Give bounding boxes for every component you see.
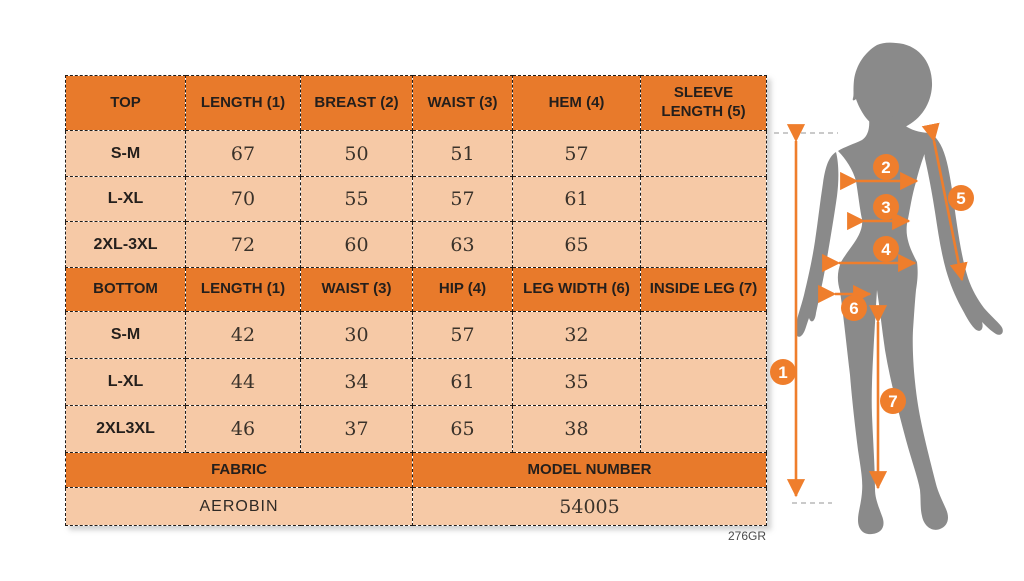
woman-silhouette <box>795 42 1003 535</box>
header-cell-waist: WAIST (3) <box>412 75 513 131</box>
bottom-header-row: BOTTOM LENGTH (1) WAIST (3) HIP (4) LEG … <box>65 267 767 312</box>
top-header-row: TOP LENGTH (1) BREAST (2) WAIST (3) HEM … <box>65 75 767 131</box>
marker-number: 4 <box>881 240 891 259</box>
woman-silhouette-diagram: 1 2 3 4 5 6 7 <box>770 42 1003 535</box>
header-cell-inside-leg: INSIDE LEG (7) <box>640 267 767 312</box>
marker-badge-5: 5 <box>948 185 974 211</box>
marker-number: 2 <box>881 158 890 177</box>
value-cell: 63 <box>412 221 513 268</box>
value-cell-empty <box>640 405 767 453</box>
value-cell: 42 <box>185 311 301 359</box>
sleeve-measure-arrow-5 <box>921 122 968 282</box>
header-cell-top: TOP <box>65 75 186 131</box>
value-cell: 38 <box>512 405 641 453</box>
fabric-value-cell: AEROBIN <box>65 487 413 526</box>
size-cell: 2XL-3XL <box>65 221 186 268</box>
size-guide-figure: 1 2 3 4 5 6 7 <box>770 0 1024 576</box>
value-cell: 32 <box>512 311 641 359</box>
value-cell: 34 <box>300 358 413 406</box>
marker-badge-2: 2 <box>873 154 899 180</box>
header-cell-waist: WAIST (3) <box>300 267 413 312</box>
value-cell: 51 <box>412 130 513 177</box>
header-cell-length: LENGTH (1) <box>185 75 301 131</box>
marker-number: 5 <box>956 189 965 208</box>
value-cell: 70 <box>185 176 301 222</box>
size-chart: TOP LENGTH (1) BREAST (2) WAIST (3) HEM … <box>65 75 767 526</box>
size-cell: S-M <box>65 311 186 359</box>
style-code-footnote: 276GR <box>727 529 766 543</box>
marker-badge-4: 4 <box>873 236 899 262</box>
value-cell: 30 <box>300 311 413 359</box>
value-cell-empty <box>640 221 767 268</box>
value-cell: 72 <box>185 221 301 268</box>
value-cell: 61 <box>512 176 641 222</box>
table-row: 2XL-3XL 72 60 63 65 <box>65 221 767 268</box>
size-cell: L-XL <box>65 176 186 222</box>
table-row: L-XL 70 55 57 61 <box>65 176 767 222</box>
value-cell: 44 <box>185 358 301 406</box>
value-cell-empty <box>640 311 767 359</box>
fabric-label-cell: FABRIC <box>65 452 413 488</box>
marker-badge-6: 6 <box>841 295 867 321</box>
table-row: S-M 67 50 51 57 <box>65 130 767 177</box>
header-cell-hem: HEM (4) <box>512 75 641 131</box>
header-cell-sleeve-length: SLEEVE LENGTH (5) <box>640 75 767 131</box>
value-cell: 65 <box>412 405 513 453</box>
value-cell: 55 <box>300 176 413 222</box>
value-cell: 57 <box>412 311 513 359</box>
header-cell-length: LENGTH (1) <box>185 267 301 312</box>
value-cell: 57 <box>512 130 641 177</box>
size-cell: L-XL <box>65 358 186 406</box>
table-row: L-XL 44 34 61 35 <box>65 358 767 406</box>
marker-badge-7: 7 <box>880 388 906 414</box>
marker-badge-1: 1 <box>770 359 796 385</box>
header-cell-hip: HIP (4) <box>412 267 513 312</box>
header-cell-breast: BREAST (2) <box>300 75 413 131</box>
marker-number: 1 <box>778 363 787 382</box>
value-cell-empty <box>640 176 767 222</box>
table-row: 2XL3XL 46 37 65 38 <box>65 405 767 453</box>
header-cell-leg-width: LEG WIDTH (6) <box>512 267 641 312</box>
size-cell: 2XL3XL <box>65 405 186 453</box>
value-cell: 60 <box>300 221 413 268</box>
value-cell: 46 <box>185 405 301 453</box>
table-row: S-M 42 30 57 32 <box>65 311 767 359</box>
value-cell: 61 <box>412 358 513 406</box>
model-number-label-cell: MODEL NUMBER <box>412 452 767 488</box>
value-cell: 67 <box>185 130 301 177</box>
model-number-value-cell: 54005 <box>412 487 767 526</box>
marker-number: 6 <box>849 299 858 318</box>
value-cell: 35 <box>512 358 641 406</box>
size-table: TOP LENGTH (1) BREAST (2) WAIST (3) HEM … <box>65 75 767 526</box>
marker-number: 3 <box>881 198 890 217</box>
info-header-row: FABRIC MODEL NUMBER <box>65 452 767 488</box>
value-cell-empty <box>640 358 767 406</box>
value-cell: 37 <box>300 405 413 453</box>
value-cell: 65 <box>512 221 641 268</box>
marker-number: 7 <box>888 392 897 411</box>
header-cell-bottom: BOTTOM <box>65 267 186 312</box>
value-cell-empty <box>640 130 767 177</box>
marker-badge-3: 3 <box>873 194 899 220</box>
value-cell: 57 <box>412 176 513 222</box>
value-cell: 50 <box>300 130 413 177</box>
size-cell: S-M <box>65 130 186 177</box>
info-value-row: AEROBIN 54005 <box>65 487 767 526</box>
